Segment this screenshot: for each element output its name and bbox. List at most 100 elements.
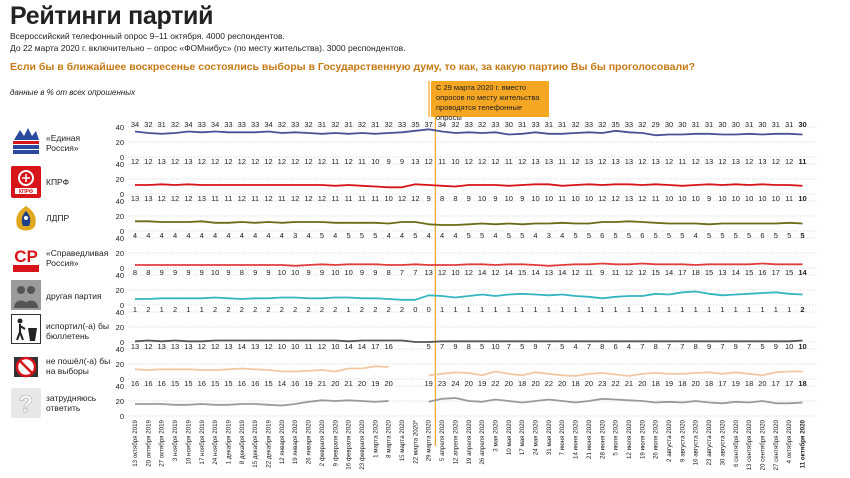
x-tick-label: 27 октября 2019 [159,419,166,466]
y-tick-label: 40 [116,271,124,280]
data-label: 9 [520,194,524,203]
y-tick-label: 20 [116,138,124,147]
data-label: 9 [400,157,404,166]
data-label: 32 [278,120,286,129]
data-label: 1 [747,305,751,314]
data-label: 31 [705,120,713,129]
data-label: 16 [384,342,392,351]
data-label: 1 [440,305,444,314]
y-tick-label: 0 [120,412,124,421]
x-tick-label: 3 ноября 2019 [172,419,179,461]
data-label: 32 [451,120,459,129]
data-label: 1 [186,305,190,314]
data-label: 8 [240,268,244,277]
x-tick-label: 5 апреля 2020 [439,419,446,461]
data-label: 8 [387,268,391,277]
question-icon: ? [11,388,41,418]
data-label: 12 [198,342,206,351]
data-label: 31 [558,120,566,129]
data-label: 34 [184,120,192,129]
data-label: 11 [505,157,513,166]
y-tick-label: 40 [116,197,124,206]
data-label: 13 [758,157,766,166]
data-label: 11 [612,268,620,277]
series-line [135,290,803,301]
x-tick-label: 5 июля 2020 [613,419,620,455]
data-label: 19 [371,379,379,388]
data-label: 2 [800,305,804,314]
y-tick-label: 40 [116,123,124,132]
data-label: 20 [692,379,700,388]
data-label: 22 [491,379,499,388]
data-label: 1 [680,305,684,314]
people-icon [11,280,41,310]
data-label: 10 [665,194,673,203]
data-label: 12 [264,342,272,351]
data-label: 4 [453,231,457,240]
data-label: 2 [146,305,150,314]
data-label: 12 [238,157,246,166]
data-label: 10 [772,194,780,203]
data-label: 13 [251,342,259,351]
data-label: 11 [331,157,339,166]
data-label: 5 [707,231,711,240]
data-label: 12 [425,157,433,166]
data-label: 12 [131,157,139,166]
data-label: 13 [144,194,152,203]
data-label: 1 [533,305,537,314]
data-label: 13 [732,157,740,166]
data-label: 18 [705,379,713,388]
x-tick-label: 23 февраля 2020 [359,419,366,469]
svg-text:КПРФ: КПРФ [19,189,34,195]
data-label: 12 [211,157,219,166]
data-label: 9 [306,268,310,277]
svg-text:СР: СР [14,247,38,266]
data-label: 15 [518,268,526,277]
data-label: 4 [160,231,164,240]
x-tick-label: 9 августа 2020 [679,419,686,462]
data-label: 32 [144,120,152,129]
data-label: 9 [707,342,711,351]
x-tick-label: 26 июля 2020 [653,419,660,459]
data-label: 12 [491,268,499,277]
data-label: 5 [360,231,364,240]
x-tick-label: 2 февраля 2020 [319,419,326,466]
data-label: 5 [427,342,431,351]
data-label: 15 [745,268,753,277]
data-label: 19 [665,379,673,388]
y-tick-label: 0 [120,227,124,236]
data-label: 20 [465,379,473,388]
data-label: 31 [371,120,379,129]
data-label: 9 [253,268,257,277]
data-label: 5 [573,231,577,240]
data-label: 10 [278,342,286,351]
data-label: 10 [371,157,379,166]
x-tick-label: 16 февраля 2020 [346,419,353,469]
data-label: 0 [427,305,431,314]
data-label: 5 [680,231,684,240]
data-label: 5 [507,231,511,240]
data-label: 12 [144,342,152,351]
data-label: 10 [798,194,806,203]
data-label: 6 [600,231,604,240]
data-label: 4 [387,231,391,240]
y-tick-label: 0 [120,190,124,199]
data-label: 13 [625,194,633,203]
data-label: 15 [705,268,713,277]
data-label: 31 [772,120,780,129]
data-label: 1 [627,305,631,314]
data-label: 19 [425,379,433,388]
data-label: 7 [587,342,591,351]
united-russia-logo [11,124,41,156]
data-label: 13 [531,157,539,166]
data-label: 13 [158,342,166,351]
data-label: 8 [440,194,444,203]
data-label: 12 [264,194,272,203]
data-label: 9 [373,268,377,277]
data-label: 13 [131,194,139,203]
series-line [134,128,803,137]
data-label: 6 [640,231,644,240]
data-label: 10 [331,268,339,277]
data-label: 3 [293,231,297,240]
data-label: 30 [758,120,766,129]
